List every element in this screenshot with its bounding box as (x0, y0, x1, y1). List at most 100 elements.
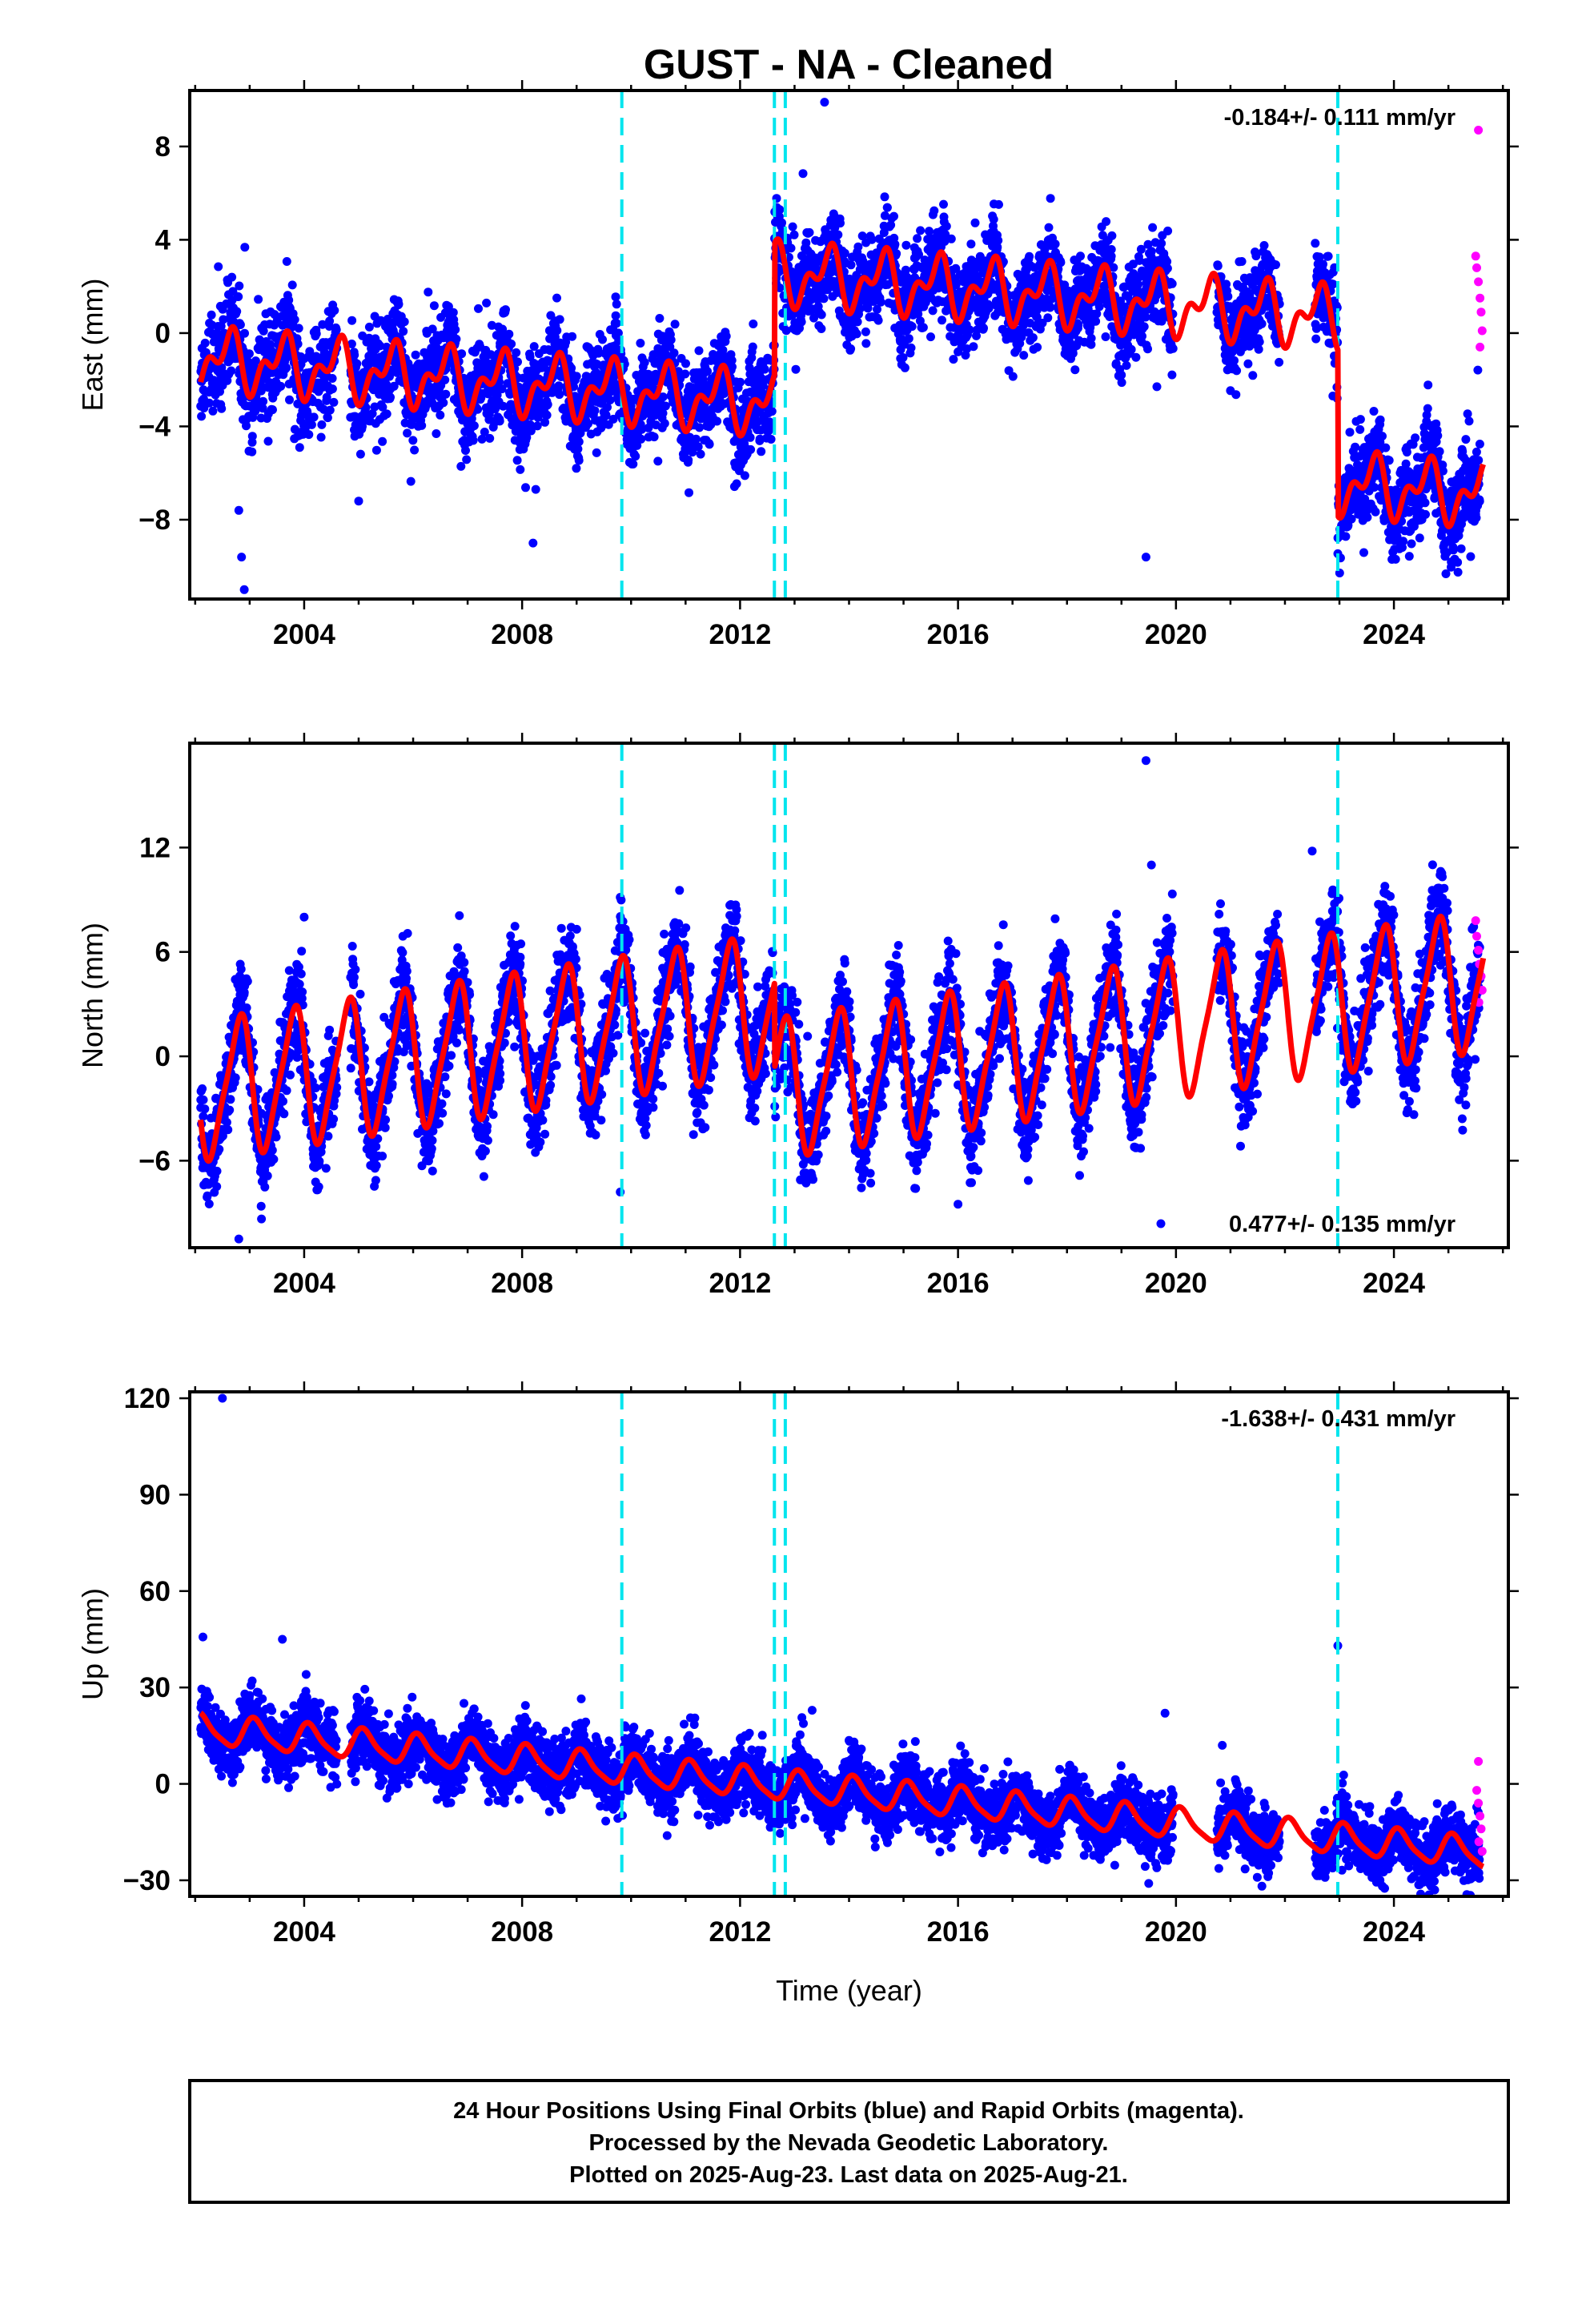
east-daily-position (394, 300, 404, 309)
east-daily-position (311, 329, 321, 339)
east-daily-position (817, 324, 826, 333)
east-daily-position (287, 280, 297, 290)
east-daily-position (817, 310, 826, 320)
east-daily-position (889, 211, 898, 221)
east-daily-position (1162, 263, 1172, 273)
east-daily-position (1381, 443, 1391, 452)
east-daily-position (350, 350, 359, 360)
east-daily-position (1146, 247, 1156, 256)
east-daily-position (946, 234, 956, 243)
east-daily-position (791, 364, 801, 374)
east-daily-position (1243, 359, 1253, 368)
east-daily-position (694, 346, 704, 356)
east-daily-position (775, 205, 785, 215)
east-daily-position (732, 479, 741, 489)
east-daily-position (1117, 378, 1126, 388)
east-daily-position (441, 389, 451, 399)
east-daily-position (367, 409, 377, 418)
east-daily-position (406, 476, 416, 486)
east-daily-position (1223, 292, 1233, 301)
east-daily-position (330, 306, 339, 316)
east-daily-position (207, 310, 216, 320)
east-daily-position (670, 320, 680, 329)
east-daily-position (263, 436, 273, 446)
east-daily-position (637, 424, 646, 434)
east-daily-position (529, 342, 539, 352)
east-daily-position (400, 317, 409, 327)
east-daily-position (477, 434, 487, 444)
east-daily-position (242, 421, 251, 431)
east-daily-position (1248, 371, 1258, 380)
east-daily-position (417, 420, 427, 430)
east-daily-position (232, 307, 242, 316)
east-daily-position (748, 342, 757, 352)
east-daily-position (552, 326, 562, 336)
east-daily-position (906, 343, 916, 352)
east-daily-position (317, 420, 327, 429)
east-daily-position (247, 447, 257, 456)
east-daily-position (797, 317, 806, 327)
east-daily-position (501, 305, 510, 315)
east-daily-position (592, 448, 601, 457)
east-daily-position (323, 413, 332, 423)
east-daily-position (1044, 223, 1054, 232)
east-daily-position (994, 199, 1003, 209)
east-daily-position (521, 483, 530, 493)
east-daily-position (361, 403, 371, 412)
east-daily-position (1407, 539, 1416, 549)
east-daily-position (1143, 344, 1152, 354)
east-daily-position (347, 340, 356, 348)
east-daily-position (721, 332, 731, 341)
east-daily-position (1271, 260, 1280, 270)
east-daily-position (1351, 442, 1360, 452)
east-daily-position (322, 392, 331, 402)
east-daily-position (1167, 279, 1177, 288)
east-daily-position (746, 444, 756, 454)
east-daily-position (295, 443, 304, 452)
east-daily-position (590, 406, 600, 416)
east-daily-position (282, 257, 291, 266)
east-daily-position (788, 222, 797, 231)
east-daily-position (254, 295, 263, 304)
east-daily-position (235, 281, 244, 291)
east-daily-position (876, 297, 885, 307)
east-daily-position (926, 332, 935, 342)
east-daily-position (685, 488, 693, 497)
east-daily-position (251, 356, 260, 366)
east-daily-position (327, 374, 337, 383)
east-daily-position (789, 230, 799, 239)
east-daily-position (331, 325, 341, 335)
east-daily-position (436, 410, 445, 420)
east-daily-position (696, 449, 705, 459)
east-daily-position (411, 350, 420, 360)
east-daily-position (284, 296, 294, 305)
east-daily-position (462, 455, 472, 464)
east-daily-position (316, 432, 326, 442)
east-daily-position (688, 448, 697, 457)
east-daily-position (1056, 258, 1066, 267)
east-daily-position (554, 381, 564, 391)
east-daily-position (482, 298, 492, 308)
east-daily-position (307, 420, 316, 429)
east-daily-position (542, 410, 552, 420)
east-daily-position (309, 412, 319, 422)
east-daily-position (1420, 498, 1430, 508)
east-daily-position (601, 411, 611, 420)
east-daily-position (256, 386, 266, 396)
east-daily-position (1311, 239, 1320, 248)
east-daily-position (584, 419, 592, 428)
east-daily-position (942, 222, 951, 231)
east-daily-position (293, 340, 303, 348)
east-daily-position (516, 464, 525, 474)
east-daily-position (846, 260, 856, 270)
east-daily-position (691, 434, 701, 444)
east-daily-position (1028, 333, 1038, 343)
east-daily-position (979, 324, 988, 333)
east-daily-position (451, 325, 460, 335)
east-daily-position (485, 433, 495, 443)
east-daily-position (318, 320, 327, 329)
east-daily-position (519, 373, 528, 383)
east-daily-position (598, 335, 607, 344)
east-daily-position (745, 432, 755, 442)
east-daily-position (681, 359, 690, 368)
